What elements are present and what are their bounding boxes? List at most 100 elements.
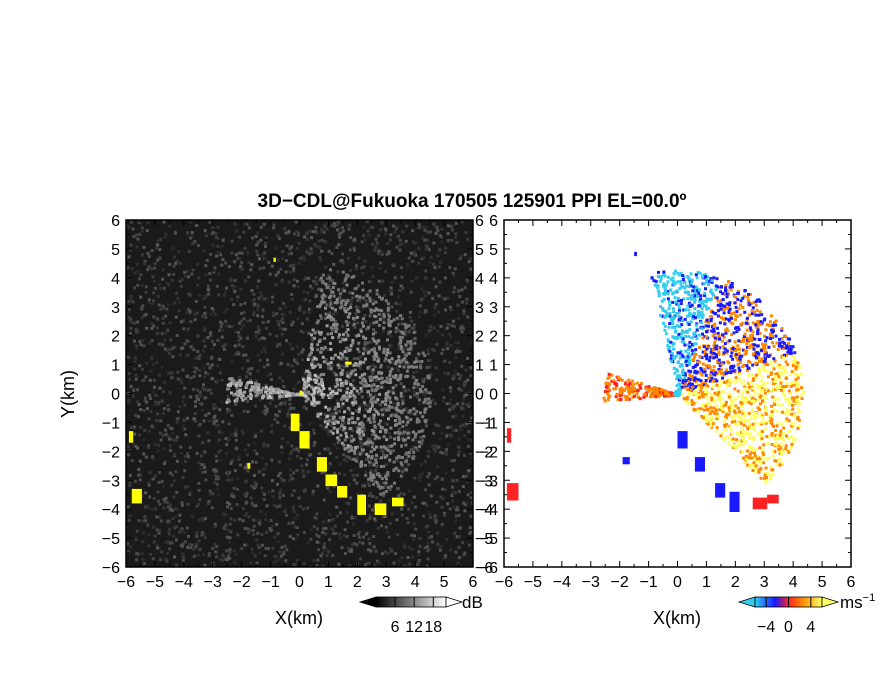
snr-noise-cell — [292, 270, 295, 273]
snr-noise-cell — [226, 505, 229, 508]
snr-noise-cell — [323, 225, 326, 228]
snr-noise-cell — [295, 559, 298, 562]
snr-echo-cell — [358, 428, 361, 431]
snr-noise-cell — [301, 351, 304, 354]
snr-noise-cell — [182, 319, 185, 322]
snr-echo-cell — [394, 414, 397, 417]
snr-echo-cell — [354, 364, 357, 367]
snr-noise-cell — [278, 343, 281, 346]
snr-noise-cell — [299, 505, 302, 508]
snr-noise-cell — [273, 504, 276, 507]
snr-echo-cell — [341, 418, 344, 421]
snr-noise-cell — [358, 536, 361, 539]
snr-echo-cell — [404, 438, 407, 441]
velocity-cell — [729, 428, 732, 431]
snr-noise-cell — [447, 372, 450, 375]
snr-noise-cell — [430, 325, 433, 328]
snr-noise-cell — [382, 330, 385, 333]
snr-noise-cell — [455, 508, 458, 511]
snr-echo-cell — [403, 366, 406, 369]
snr-noise-cell — [418, 223, 421, 226]
snr-noise-cell — [184, 433, 187, 436]
snr-echo-cell — [310, 364, 313, 367]
velocity-cell — [737, 390, 740, 393]
snr-noise-cell — [266, 504, 269, 507]
velocity-cell — [778, 342, 781, 345]
snr-noise-cell — [328, 250, 331, 253]
snr-noise-cell — [179, 262, 182, 265]
snr-noise-cell — [202, 383, 205, 386]
snr-noise-cell — [136, 552, 139, 555]
snr-noise-cell — [194, 318, 197, 321]
snr-noise-cell — [263, 442, 266, 445]
snr-echo-cell — [351, 440, 354, 443]
snr-noise-cell — [318, 247, 321, 250]
snr-noise-cell — [307, 470, 310, 473]
snr-echo-cell — [330, 367, 333, 370]
snr-echo-cell — [380, 381, 383, 384]
snr-noise-cell — [406, 263, 409, 266]
snr-echo-cell — [395, 360, 398, 363]
snr-noise-cell — [263, 223, 266, 226]
snr-noise-cell — [434, 402, 437, 405]
snr-noise-cell — [215, 236, 218, 239]
snr-noise-cell — [282, 553, 285, 556]
snr-noise-cell — [193, 555, 196, 558]
snr-echo-cell — [362, 289, 365, 292]
snr-noise-cell — [216, 245, 219, 248]
snr-noise-cell — [334, 525, 337, 528]
snr-noise-cell — [416, 395, 419, 398]
snr-noise-cell — [152, 299, 155, 302]
snr-noise-cell — [381, 253, 384, 256]
snr-noise-cell — [167, 521, 170, 524]
snr-echo-cell — [358, 407, 361, 410]
snr-noise-cell — [176, 436, 179, 439]
snr-noise-cell — [449, 398, 452, 401]
snr-noise-cell — [467, 493, 470, 496]
snr-noise-cell — [186, 375, 189, 378]
snr-noise-cell — [146, 229, 149, 232]
snr-noise-cell — [156, 240, 159, 243]
snr-noise-cell — [168, 352, 171, 355]
velocity-cell — [752, 449, 755, 452]
snr-noise-cell — [324, 532, 327, 535]
velocity-cell — [760, 477, 763, 480]
snr-echo-cell — [405, 416, 408, 419]
snr-noise-cell — [230, 278, 233, 281]
snr-echo-cell — [386, 377, 389, 380]
x-tick-label: 5 — [440, 574, 449, 591]
snr-noise-cell — [138, 403, 141, 406]
snr-noise-cell — [155, 394, 158, 397]
velocity-cell — [729, 308, 732, 311]
velocity-cell — [744, 333, 747, 336]
snr-noise-cell — [359, 300, 362, 303]
snr-noise-cell — [142, 558, 145, 561]
snr-noise-cell — [202, 553, 205, 556]
snr-noise-cell — [151, 249, 154, 252]
snr-echo-cell — [395, 327, 398, 330]
snr-echo-cell — [398, 418, 401, 421]
velocity-cell — [730, 317, 733, 320]
snr-noise-cell — [289, 452, 292, 455]
snr-noise-cell — [234, 403, 237, 406]
snr-noise-cell — [302, 469, 305, 472]
snr-noise-cell — [423, 290, 426, 293]
snr-echo-cell — [394, 396, 397, 399]
y-tick-label-right: 5 — [475, 242, 484, 259]
snr-echo-cell — [321, 280, 324, 283]
velocity-cell — [765, 412, 768, 415]
snr-echo-cell — [375, 410, 378, 413]
snr-noise-cell — [243, 544, 246, 547]
snr-high-echo — [346, 362, 352, 365]
snr-noise-cell — [308, 422, 311, 425]
snr-echo-cell — [319, 389, 322, 392]
snr-echo-cell — [364, 464, 367, 467]
snr-noise-cell — [192, 268, 195, 271]
snr-noise-cell — [430, 535, 433, 538]
snr-noise-cell — [316, 527, 319, 530]
snr-echo-cell — [362, 434, 365, 437]
snr-noise-cell — [232, 495, 235, 498]
snr-echo-cell — [331, 307, 334, 310]
velocity-cell — [759, 467, 762, 470]
snr-noise-cell — [460, 289, 463, 292]
